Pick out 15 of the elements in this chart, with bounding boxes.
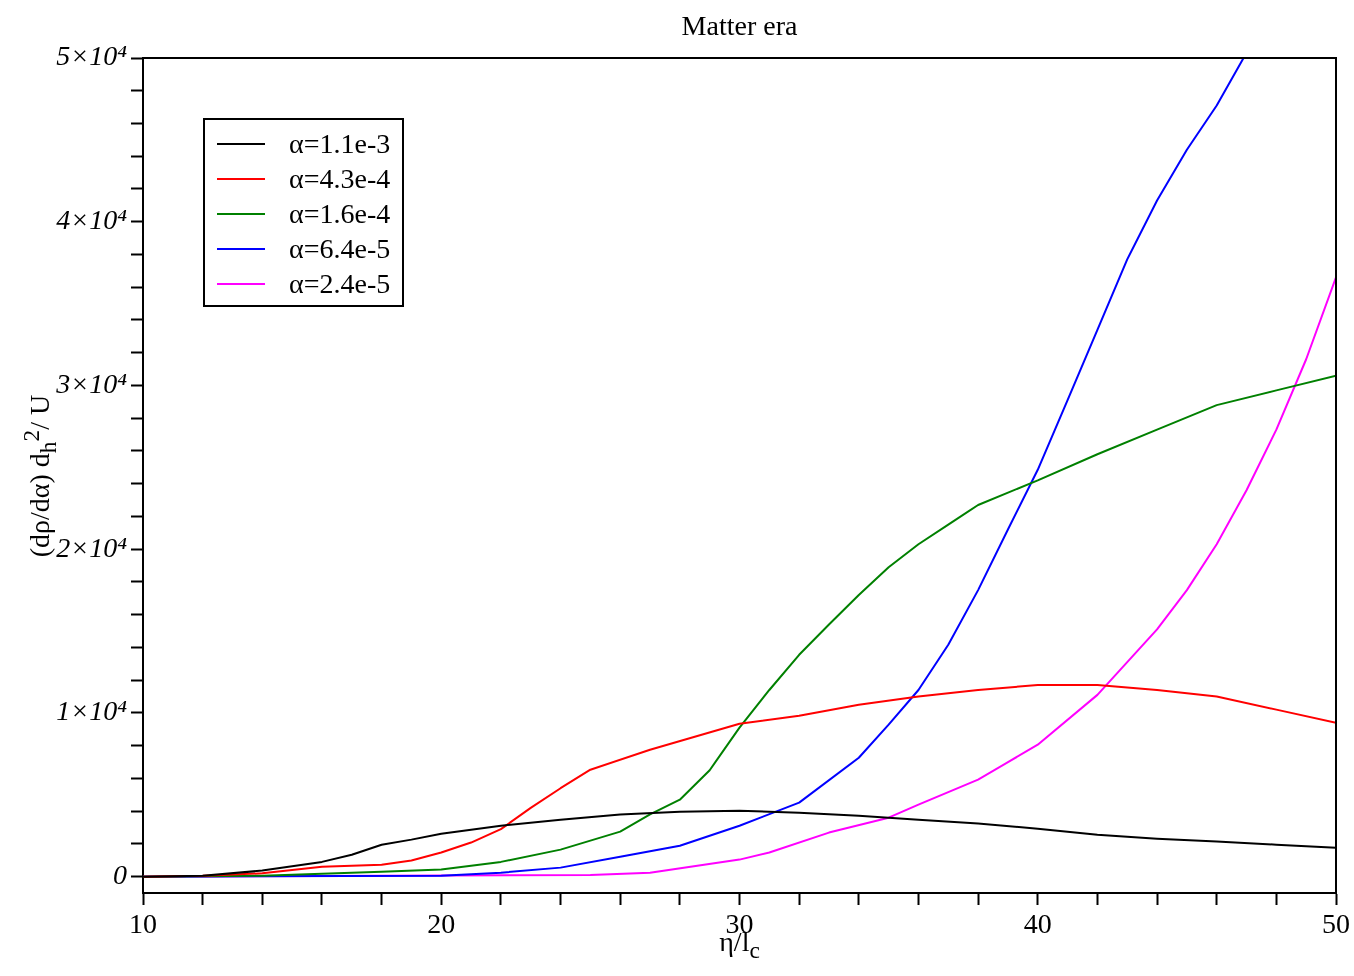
legend-label: α=4.3e-4 [289,162,391,196]
chart-title: Matter era [681,10,798,42]
legend-label: α=2.4e-5 [289,267,391,301]
legend-label: α=6.4e-5 [289,232,391,266]
y-tick-label: 4×10⁴ [56,204,128,236]
y-tick-label: 5×10⁴ [56,40,128,72]
x-tick-label: 10 [129,908,157,940]
y-tick-label: 1×10⁴ [56,695,128,727]
legend-label: α=1.6e-4 [289,197,391,231]
y-tick-label: 3×10⁴ [55,367,128,399]
x-tick-label: 20 [427,908,456,940]
legend-label: α=1.1e-3 [289,127,391,161]
x-tick-label: 50 [1322,908,1350,940]
x-tick-label: 40 [1023,908,1052,940]
y-tick-label: 0 [113,858,127,890]
